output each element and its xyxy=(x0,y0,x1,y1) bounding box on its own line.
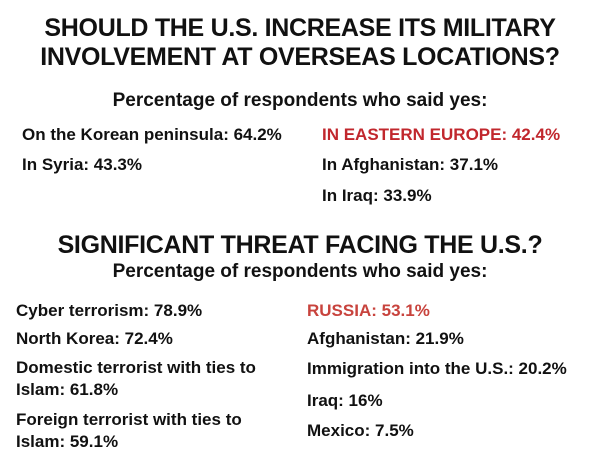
section1-title-line1: SHOULD THE U.S. INCREASE ITS MILITARY xyxy=(44,14,556,42)
section2-right-item-highlight: RUSSIA: 53.1% xyxy=(307,301,430,320)
section2-right-item: Immigration into the U.S.: 20.2% xyxy=(307,359,567,378)
section2-left-item: Cyber terrorism: 78.9% xyxy=(16,301,203,320)
section2-left-item: Domestic terrorist with ties to Islam: 6… xyxy=(16,358,256,399)
section1-left-item: On the Korean peninsula: 64.2% xyxy=(22,125,282,144)
section2-subtitle: Percentage of respondents who said yes: xyxy=(112,261,488,282)
section2-left-item: Foreign terrorist with ties to Islam: 59… xyxy=(16,410,242,451)
section2-right-item: Iraq: 16% xyxy=(307,391,383,410)
section2-right-item: Mexico: 7.5% xyxy=(307,421,414,440)
section1-right-item: In Iraq: 33.9% xyxy=(322,186,432,205)
section1-title-line2: INVOLVEMENT AT OVERSEAS LOCATIONS? xyxy=(40,43,560,71)
section1-left-item: In Syria: 43.3% xyxy=(22,155,143,174)
section1-right-item-highlight: IN EASTERN EUROPE: 42.4% xyxy=(322,125,561,144)
section2-right-item: Afghanistan: 21.9% xyxy=(307,329,464,348)
section1-subtitle: Percentage of respondents who said yes: xyxy=(112,90,488,111)
section1-title: SHOULD THE U.S. INCREASE ITS MILITARY IN… xyxy=(0,14,600,72)
section2-left-item: North Korea: 72.4% xyxy=(16,329,173,348)
section2-title: SIGNIFICANT THREAT FACING THE U.S.? xyxy=(57,231,543,259)
section1-right-item: In Afghanistan: 37.1% xyxy=(322,155,499,174)
